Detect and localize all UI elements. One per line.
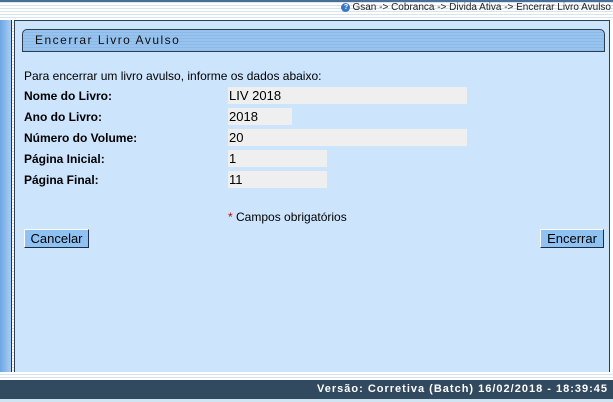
bottom-stripe xyxy=(0,372,613,380)
instructions: Para encerrar um livro avulso, informe o… xyxy=(24,69,322,83)
label-numero-volume: Número do Volume: xyxy=(24,131,138,145)
version-text: Versão: Corretiva (Batch) 16/02/2018 - 1… xyxy=(317,383,608,395)
form-header: Encerrar Livro Avulso xyxy=(22,29,605,52)
left-stripe xyxy=(12,20,15,372)
page-title: Encerrar Livro Avulso xyxy=(35,33,181,47)
required-note: * Campos obrigatórios xyxy=(228,210,347,224)
footer-line xyxy=(0,399,613,402)
footer-bar: Versão: Corretiva (Batch) 16/02/2018 - 1… xyxy=(0,380,613,399)
nome-livro-input[interactable] xyxy=(228,87,467,104)
pagina-final-input[interactable] xyxy=(228,171,327,188)
label-pagina-inicial: Página Inicial: xyxy=(24,152,105,166)
label-pagina-final: Página Final: xyxy=(24,173,99,187)
ano-livro-input[interactable] xyxy=(228,108,292,125)
pagina-inicial-input[interactable] xyxy=(228,150,327,167)
numero-volume-input[interactable] xyxy=(228,129,467,146)
label-nome-livro: Nome do Livro: xyxy=(24,89,113,103)
top-line xyxy=(0,0,613,2)
label-ano-livro: Ano do Livro: xyxy=(24,110,102,124)
required-mark: * xyxy=(228,210,233,224)
left-menu-bar[interactable] xyxy=(0,20,12,372)
form-panel xyxy=(14,20,610,373)
breadcrumb: ? Gsan -> Cobranca -> Divida Ativa -> En… xyxy=(341,2,611,13)
help-icon[interactable]: ? xyxy=(341,3,351,12)
breadcrumb-text: Gsan -> Cobranca -> Divida Ativa -> Ence… xyxy=(352,2,611,13)
cancel-button[interactable]: Cancelar xyxy=(24,229,89,248)
encerrar-button[interactable]: Encerrar xyxy=(540,229,604,248)
top-bar xyxy=(0,0,613,20)
required-note-text: Campos obrigatórios xyxy=(236,210,347,224)
